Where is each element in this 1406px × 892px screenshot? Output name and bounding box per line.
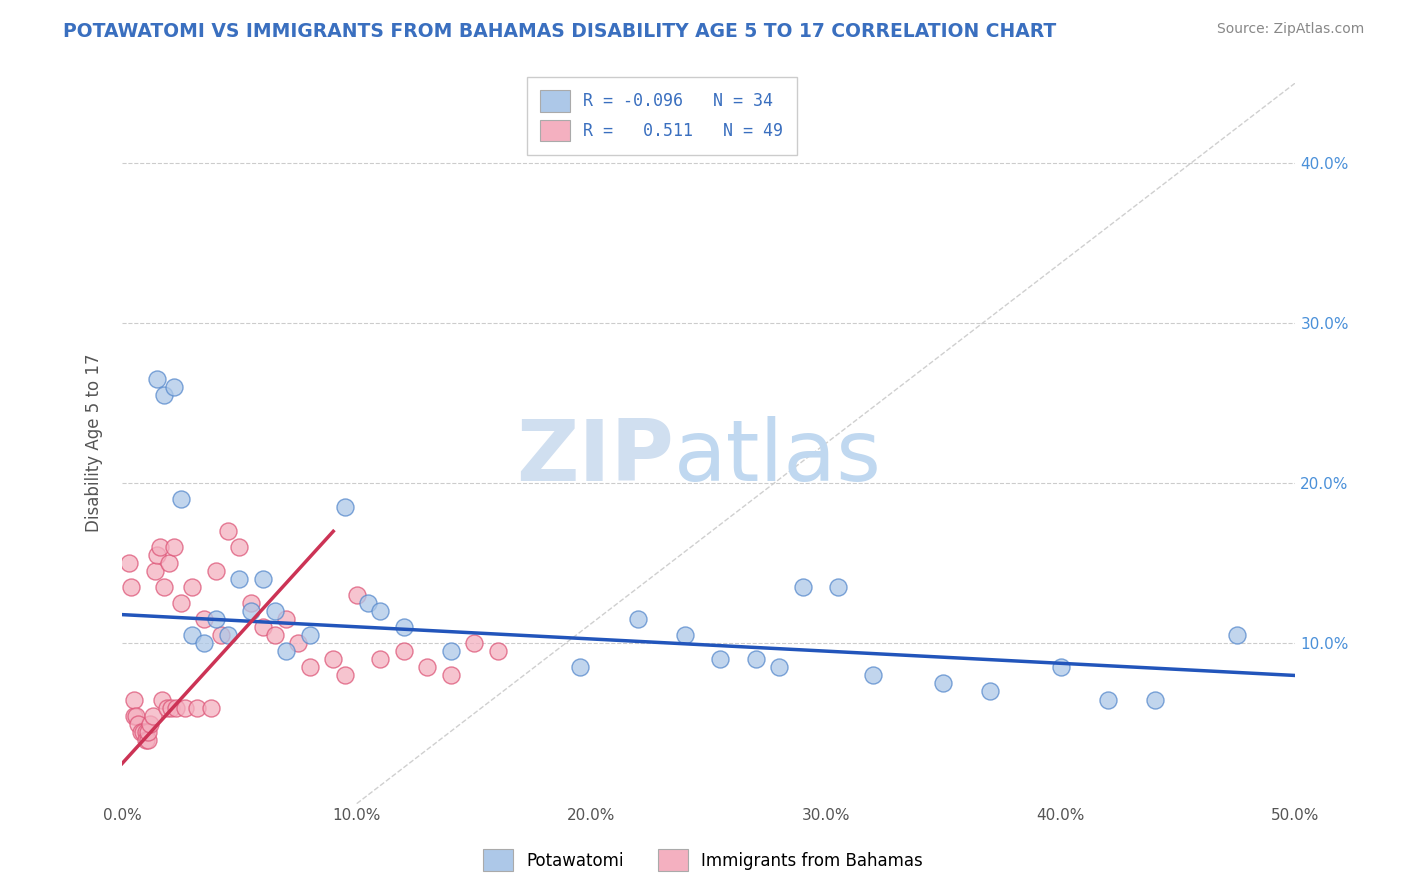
Text: atlas: atlas bbox=[673, 417, 882, 500]
Point bbox=[263, 604, 285, 618]
Point bbox=[439, 668, 461, 682]
Point bbox=[170, 596, 193, 610]
Point bbox=[792, 581, 814, 595]
Text: Source: ZipAtlas.com: Source: ZipAtlas.com bbox=[1216, 22, 1364, 37]
Point bbox=[287, 636, 309, 650]
Point bbox=[209, 628, 232, 642]
Point bbox=[136, 732, 159, 747]
Point bbox=[146, 372, 169, 386]
Point bbox=[346, 588, 368, 602]
Point bbox=[125, 708, 148, 723]
Point bbox=[416, 660, 439, 674]
Text: ZIP: ZIP bbox=[516, 417, 673, 500]
Point bbox=[228, 573, 250, 587]
Point bbox=[200, 700, 222, 714]
Point bbox=[120, 581, 142, 595]
Point bbox=[744, 652, 766, 666]
Point bbox=[276, 644, 298, 658]
Point bbox=[156, 700, 179, 714]
Point bbox=[463, 636, 485, 650]
Point bbox=[252, 573, 274, 587]
Point bbox=[143, 565, 166, 579]
Point bbox=[1097, 692, 1119, 706]
Point bbox=[240, 604, 263, 618]
Point bbox=[193, 636, 215, 650]
Point bbox=[163, 380, 186, 394]
Point bbox=[217, 524, 239, 539]
Point bbox=[240, 596, 263, 610]
Point bbox=[932, 676, 955, 690]
Point bbox=[263, 628, 285, 642]
Point bbox=[357, 596, 380, 610]
Point bbox=[193, 612, 215, 626]
Point bbox=[205, 612, 228, 626]
Point bbox=[568, 660, 591, 674]
Point bbox=[142, 708, 165, 723]
Point bbox=[322, 652, 344, 666]
Point bbox=[157, 557, 180, 571]
Point bbox=[134, 724, 156, 739]
Point bbox=[163, 541, 186, 555]
Y-axis label: Disability Age 5 to 17: Disability Age 5 to 17 bbox=[86, 354, 103, 533]
Point bbox=[160, 700, 183, 714]
Legend: R = -0.096   N = 34, R =   0.511   N = 49: R = -0.096 N = 34, R = 0.511 N = 49 bbox=[527, 77, 797, 154]
Point bbox=[146, 549, 169, 563]
Point bbox=[205, 565, 228, 579]
Point bbox=[486, 644, 509, 658]
Point bbox=[333, 668, 356, 682]
Point bbox=[149, 541, 172, 555]
Point bbox=[136, 724, 159, 739]
Point bbox=[1049, 660, 1071, 674]
Point bbox=[392, 620, 415, 634]
Point bbox=[827, 581, 849, 595]
Point bbox=[129, 724, 152, 739]
Point bbox=[122, 692, 145, 706]
Point bbox=[186, 700, 208, 714]
Point bbox=[153, 388, 176, 402]
Point bbox=[174, 700, 197, 714]
Point bbox=[132, 724, 155, 739]
Point bbox=[298, 660, 321, 674]
Text: POTAWATOMI VS IMMIGRANTS FROM BAHAMAS DISABILITY AGE 5 TO 17 CORRELATION CHART: POTAWATOMI VS IMMIGRANTS FROM BAHAMAS DI… bbox=[63, 22, 1056, 41]
Point bbox=[333, 500, 356, 515]
Point bbox=[1226, 628, 1249, 642]
Point bbox=[368, 652, 391, 666]
Point bbox=[217, 628, 239, 642]
Point bbox=[298, 628, 321, 642]
Point bbox=[153, 581, 176, 595]
Point bbox=[368, 604, 391, 618]
Point bbox=[392, 644, 415, 658]
Point bbox=[181, 628, 204, 642]
Point bbox=[709, 652, 731, 666]
Point bbox=[627, 612, 650, 626]
Point bbox=[228, 541, 250, 555]
Point bbox=[139, 716, 162, 731]
Point bbox=[979, 684, 1001, 698]
Point bbox=[439, 644, 461, 658]
Point bbox=[165, 700, 187, 714]
Point bbox=[673, 628, 696, 642]
Point bbox=[118, 557, 141, 571]
Point bbox=[252, 620, 274, 634]
Point bbox=[122, 708, 145, 723]
Point bbox=[1143, 692, 1166, 706]
Point bbox=[150, 692, 173, 706]
Point bbox=[862, 668, 884, 682]
Point bbox=[768, 660, 790, 674]
Point bbox=[276, 612, 298, 626]
Point bbox=[127, 716, 149, 731]
Point bbox=[170, 492, 193, 507]
Legend: Potawatomi, Immigrants from Bahamas: Potawatomi, Immigrants from Bahamas bbox=[475, 841, 931, 880]
Point bbox=[134, 732, 156, 747]
Point bbox=[181, 581, 204, 595]
